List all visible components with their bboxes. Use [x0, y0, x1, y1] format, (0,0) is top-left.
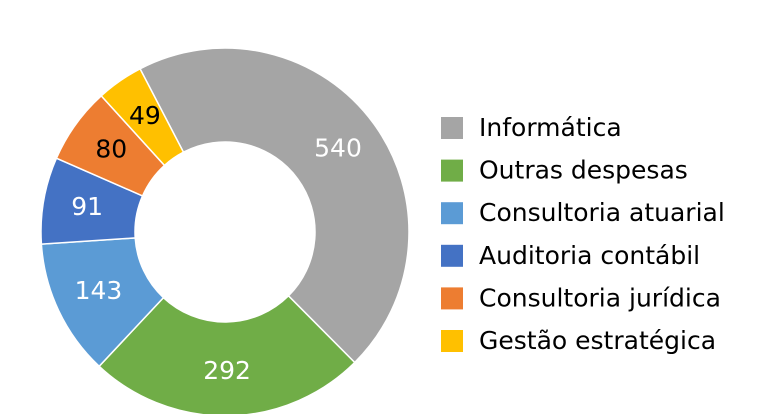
legend-swatch	[441, 159, 463, 182]
legend-swatch	[441, 330, 463, 352]
legend-swatch	[441, 287, 463, 310]
legend-label: Consultoria jurídica	[479, 283, 721, 312]
donut-slice	[98, 294, 356, 414]
legend-swatch	[441, 202, 463, 225]
legend-label: Auditoria contábil	[479, 241, 700, 270]
data-label: 91	[71, 192, 103, 221]
data-label: 80	[95, 134, 127, 163]
legend-label: Consultoria atuarial	[479, 198, 725, 227]
donut-slice	[139, 47, 410, 364]
legend-swatch	[441, 117, 463, 139]
donut-slice	[100, 67, 185, 167]
legend-label: Gestão estratégica	[479, 326, 716, 355]
data-label: 143	[75, 276, 123, 305]
data-label: 49	[129, 101, 161, 130]
legend-label: Outras despesas	[479, 156, 688, 185]
data-label: 292	[203, 356, 251, 385]
data-label: 540	[314, 133, 362, 162]
legend-swatch	[441, 244, 463, 267]
legend-label: Informática	[479, 113, 622, 142]
